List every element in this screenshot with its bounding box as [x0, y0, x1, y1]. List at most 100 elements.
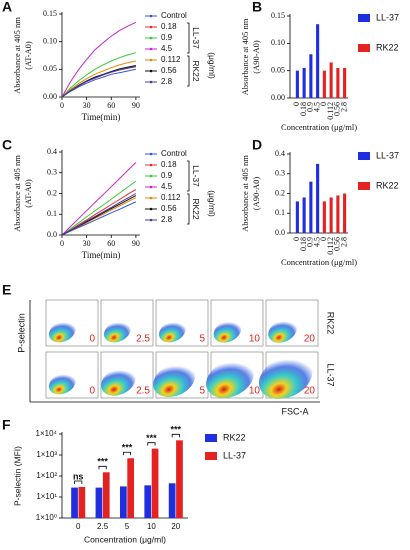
bar: [102, 472, 110, 518]
flow-plot: 10: [206, 351, 264, 399]
row-label: LL-37: [326, 363, 336, 386]
x-tick-label: 0.56: [333, 237, 342, 251]
legend-label: 0.9: [161, 33, 173, 42]
x-tick-label: 4.5: [312, 237, 321, 247]
legend-label: LL-37: [376, 12, 399, 22]
y-tick-label: 1×10¹: [36, 492, 57, 501]
y-tick-label: 0.00: [43, 92, 57, 101]
bar: [144, 485, 152, 518]
row-label: RK22: [326, 312, 336, 335]
density-cloud: [206, 359, 254, 398]
legend-bracket: [187, 22, 190, 54]
y-tick-label: 0.2: [47, 188, 57, 197]
x-axis-label: Concentration (μg/ml): [281, 257, 357, 267]
x-tick-label: 0.9: [306, 102, 315, 112]
density-cloud: [101, 367, 136, 396]
significance-label: ***: [122, 443, 133, 453]
bar: [95, 487, 103, 518]
x-tick-label: 0: [60, 101, 64, 110]
x-tick-label: 30: [83, 101, 91, 110]
y-tick-label: 0.3: [275, 169, 285, 178]
legend-label: 0.56: [161, 204, 177, 213]
y-tick-label: 0.05: [43, 64, 57, 73]
x-tick-label: 2.8: [339, 102, 348, 112]
x-tick-label: 0.9: [306, 237, 315, 247]
y-axis-label: Absorbance at 405 nm: [240, 18, 250, 95]
x-tick-label: 0.112: [326, 237, 335, 255]
y-tick-label: 0.10: [271, 38, 285, 47]
x-tick-label: 90: [132, 101, 140, 110]
density-cloud: [48, 372, 76, 395]
legend-unit: (μg/ml): [207, 190, 217, 217]
x-tick-label: 2.8: [339, 237, 348, 247]
legend-label: 0.18: [161, 160, 177, 169]
y-tick-label: 0.0: [275, 228, 285, 237]
concentration-label: 5: [199, 386, 205, 397]
x-tick-label: 20: [171, 522, 180, 531]
x-tick-label: 0: [319, 237, 328, 241]
legend-marker: [149, 174, 153, 178]
panel-label: C: [2, 137, 12, 153]
panel-label: D: [252, 137, 262, 153]
y-axis-label: P-selectin (MFI): [12, 446, 22, 506]
bar: [151, 448, 159, 518]
flow-plot: 10: [210, 299, 264, 347]
bar: [336, 195, 340, 233]
density-cloud: [213, 320, 242, 343]
y-axis-label: Absorbance at 405 nm: [240, 155, 250, 232]
bar: [336, 67, 340, 98]
flow-plot: 5: [153, 351, 209, 399]
legend-bracket: [187, 160, 190, 192]
legend-marker: [149, 36, 153, 40]
bar: [295, 70, 299, 98]
legend-marker: [149, 163, 153, 167]
x-tick-label: 30: [83, 239, 91, 248]
x-axis-label: Time(min): [82, 112, 121, 122]
legend-group-label: RK22: [191, 198, 201, 220]
legend-swatch: [205, 434, 217, 442]
y-tick-label: 0.15: [271, 11, 285, 20]
panel-label: B: [252, 0, 262, 15]
significance-label: ***: [171, 425, 182, 435]
flow-x-label: FSC-A: [282, 406, 309, 416]
flow-plot: 0: [45, 351, 99, 399]
legend-swatch: [358, 14, 370, 22]
significance-bracket: [122, 451, 132, 456]
y-tick-label: 0.2: [275, 188, 285, 197]
y-axis-label: (A90-A0): [251, 177, 261, 211]
data-line: [61, 68, 137, 98]
density-cloud: [103, 320, 131, 343]
y-axis-label: (AT-A0): [23, 41, 33, 70]
concentration-label: 0: [89, 386, 95, 397]
y-axis-label: Absorbance at 405 nm: [12, 17, 22, 94]
legend-group-label: RK22: [191, 60, 201, 82]
legend-label: LL-37: [376, 150, 399, 160]
data-line: [61, 65, 136, 98]
y-axis-label: (A90-A0): [251, 40, 261, 74]
x-tick-label: 0.112: [326, 102, 335, 120]
panel-label: F: [2, 417, 11, 433]
x-axis-label: Concentration (μg/ml): [281, 122, 357, 132]
panel-label: E: [2, 282, 11, 298]
bar: [71, 487, 78, 518]
bar: [316, 163, 320, 233]
x-tick-label: 60: [107, 239, 115, 248]
y-tick-label: 0.1: [275, 208, 285, 217]
density-cloud: [48, 320, 76, 343]
flow-plot: 0: [45, 299, 99, 347]
flow-y-label: P-selectin: [16, 313, 26, 353]
significance-bracket: [171, 433, 180, 438]
bar: [176, 440, 183, 518]
x-tick-label: 2.5: [97, 522, 109, 531]
x-tick-label: 0: [60, 239, 64, 248]
bar: [168, 483, 176, 518]
x-tick-label: 0.56: [333, 102, 342, 116]
legend-label: 2.8: [161, 215, 173, 224]
concentration-label: 5: [199, 334, 205, 345]
density-cloud: [153, 363, 196, 397]
legend-swatch: [358, 182, 370, 190]
legend-marker: [149, 25, 153, 29]
concentration-label: 20: [304, 334, 316, 345]
y-tick-label: 1×10³: [36, 450, 57, 459]
